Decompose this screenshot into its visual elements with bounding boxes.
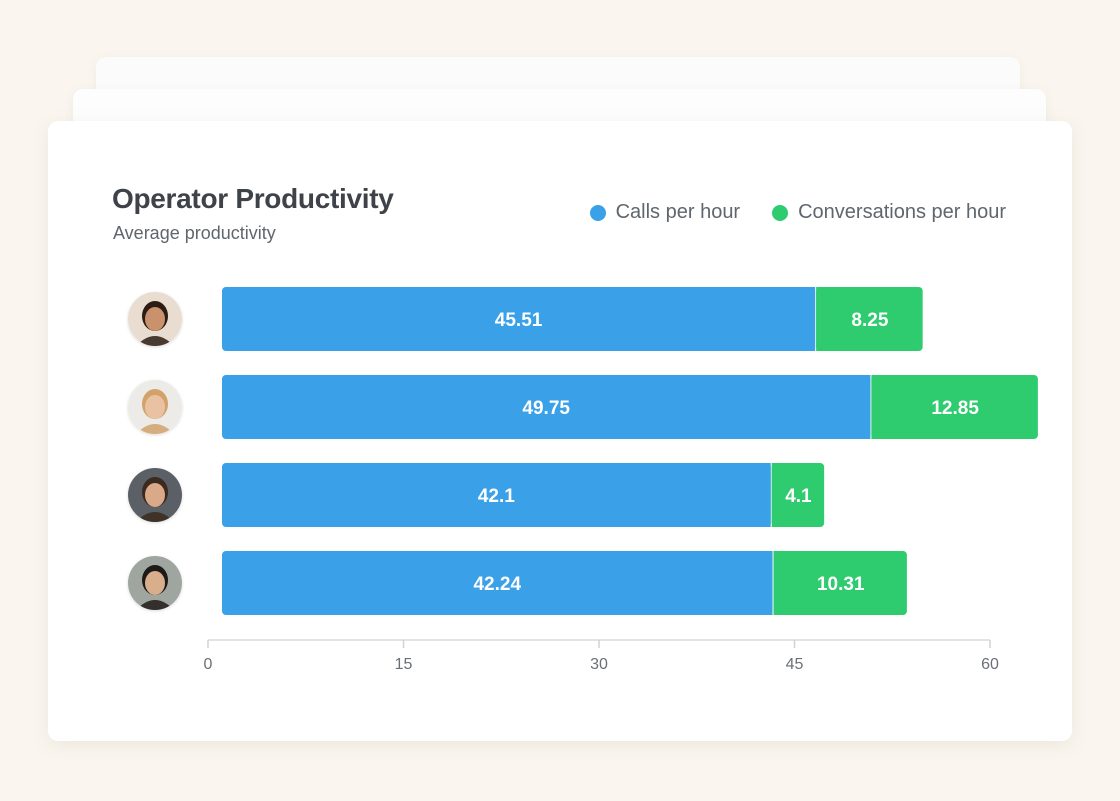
x-tick-label-45: 45 (786, 656, 804, 673)
chart-legend: Calls per hour Conversations per hour (589, 201, 1006, 224)
bar-conversations-joint-row-1 (816, 287, 822, 351)
data-label-calls-row-1: 45.51 (495, 310, 543, 331)
x-tick-label-15: 15 (395, 656, 413, 673)
legend-label-conversations: Conversations per hour (798, 201, 1006, 223)
bar-calls-row-3 (222, 463, 771, 527)
x-tick-label-30: 30 (590, 656, 608, 673)
data-label-conversations-row-1: 8.25 (851, 310, 888, 331)
bar-conversations-joint-row-4 (773, 551, 779, 615)
chart-subtitle: Average productivity (113, 223, 276, 243)
bar-conversations-row-2 (871, 375, 1038, 439)
operator-avatar-4-icon (128, 556, 182, 610)
chart-title: Operator Productivity (112, 183, 394, 214)
bar-calls-row-4 (222, 551, 773, 615)
legend-item-calls[interactable]: Calls per hour (589, 201, 741, 224)
bar-calls-joint-row-4 (767, 551, 773, 615)
x-tick-label-60: 60 (981, 656, 999, 673)
bar-calls-joint-row-3 (765, 463, 771, 527)
bar-calls-row-1 (222, 287, 816, 351)
operator-avatar-3-icon (128, 468, 182, 522)
bar-conversations-row-3 (771, 463, 825, 527)
legend-dot-conversations-icon (772, 204, 789, 221)
productivity-bar-chart: 45.51 8.25 49.75 12.85 42.1 4.1 42.24 10.31 0 15 3… (204, 287, 1038, 673)
legend-item-conversations[interactable]: Conversations per hour (772, 201, 1006, 224)
data-label-calls-row-3: 42.1 (478, 486, 515, 507)
legend-label-calls: Calls per hour (615, 201, 741, 223)
x-tick-label-0: 0 (204, 656, 213, 673)
bar-conversations-row-1 (816, 287, 923, 351)
legend-dot-calls-icon (589, 204, 606, 221)
operator-avatar-2-icon (128, 380, 182, 434)
data-label-conversations-row-3: 4.1 (785, 486, 812, 507)
operator-avatar-1-icon (128, 292, 182, 346)
data-label-conversations-row-2: 12.85 (931, 398, 979, 419)
bar-calls-joint-row-2 (865, 375, 871, 439)
productivity-card: Operator Productivity Average productivi… (48, 121, 1072, 741)
bar-conversations-row-4 (773, 551, 907, 615)
bar-conversations-joint-row-2 (871, 375, 877, 439)
data-label-calls-row-2: 49.75 (522, 398, 570, 419)
bar-conversations-joint-row-3 (771, 463, 777, 527)
bar-calls-joint-row-1 (810, 287, 816, 351)
bar-calls-row-2 (222, 375, 871, 439)
data-label-calls-row-4: 42.24 (473, 574, 521, 595)
data-label-conversations-row-4: 10.31 (817, 574, 865, 595)
